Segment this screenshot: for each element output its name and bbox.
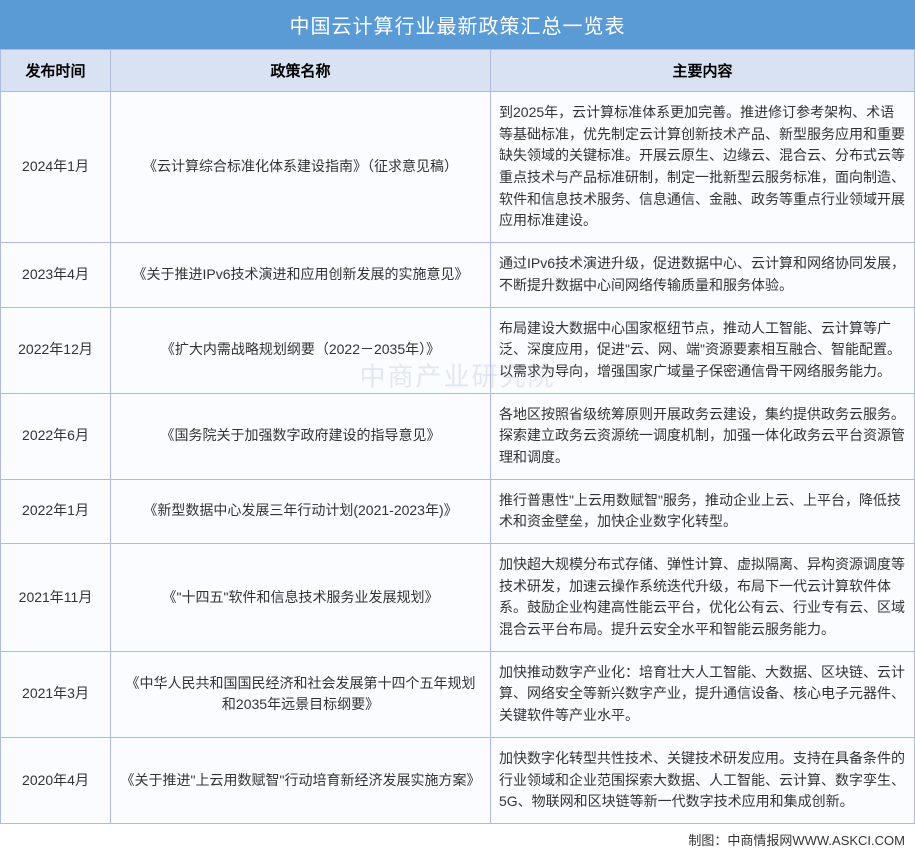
table-row: 2021年11月《"十四五"软件和信息技术服务业发展规划》加快超大规模分布式存储… — [1, 544, 915, 652]
col-header-name: 政策名称 — [111, 50, 491, 92]
cell-content: 加快推动数字产业化：培育壮大人工智能、大数据、区块链、云计算、网络安全等新兴数字… — [491, 651, 915, 737]
table-row: 2022年6月《国务院关于加强数字政府建设的指导意见》各地区按照省级统筹原则开展… — [1, 393, 915, 479]
table-row: 2022年1月《新型数据中心发展三年行动计划(2021-2023年)》推行普惠性… — [1, 479, 915, 543]
footer-credit: 制图：中商情报网WWW.ASKCI.COM — [0, 824, 915, 853]
cell-name: 《云计算综合标准化体系建设指南》（征求意见稿） — [111, 92, 491, 243]
table-header-row: 发布时间 政策名称 主要内容 — [1, 50, 915, 92]
cell-content: 推行普惠性"上云用数赋智"服务，推动企业上云、上平台，降低技术和资金壁垒，加快企… — [491, 479, 915, 543]
cell-date: 2022年12月 — [1, 307, 111, 393]
col-header-content: 主要内容 — [491, 50, 915, 92]
cell-name: 《新型数据中心发展三年行动计划(2021-2023年)》 — [111, 479, 491, 543]
cell-date: 2022年1月 — [1, 479, 111, 543]
cell-content: 通过IPv6技术演进升级，促进数据中心、云计算和网络协同发展，不断提升数据中心间… — [491, 243, 915, 307]
table-container: 中国云计算行业最新政策汇总一览表 中商产业研究院 发布时间 政策名称 主要内容 … — [0, 0, 915, 853]
cell-content: 各地区按照省级统筹原则开展政务云建设，集约提供政务云服务。探索建立政务云资源统一… — [491, 393, 915, 479]
table-row: 2023年4月《关于推进IPv6技术演进和应用创新发展的实施意见》通过IPv6技… — [1, 243, 915, 307]
table-row: 2024年1月《云计算综合标准化体系建设指南》（征求意见稿）到2025年，云计算… — [1, 92, 915, 243]
cell-date: 2024年1月 — [1, 92, 111, 243]
cell-content: 布局建设大数据中心国家枢纽节点，推动人工智能、云计算等广泛、深度应用，促进"云、… — [491, 307, 915, 393]
cell-name: 《扩大内需战略规划纲要（2022－2035年）》 — [111, 307, 491, 393]
cell-name: 《中华人民共和国国民经济和社会发展第十四个五年规划和2035年远景目标纲要》 — [111, 651, 491, 737]
policy-table: 发布时间 政策名称 主要内容 2024年1月《云计算综合标准化体系建设指南》（征… — [0, 49, 915, 824]
col-header-date: 发布时间 — [1, 50, 111, 92]
cell-name: 《关于推进IPv6技术演进和应用创新发展的实施意见》 — [111, 243, 491, 307]
cell-date: 2023年4月 — [1, 243, 111, 307]
cell-name: 《关于推进"上云用数赋智"行动培育新经济发展实施方案》 — [111, 737, 491, 823]
cell-name: 《国务院关于加强数字政府建设的指导意见》 — [111, 393, 491, 479]
cell-name: 《"十四五"软件和信息技术服务业发展规划》 — [111, 544, 491, 652]
cell-date: 2021年11月 — [1, 544, 111, 652]
page-title: 中国云计算行业最新政策汇总一览表 — [0, 0, 915, 49]
cell-date: 2022年6月 — [1, 393, 111, 479]
cell-content: 加快数字化转型共性技术、关键技术研发应用。支持在具备条件的行业领域和企业范围探索… — [491, 737, 915, 823]
cell-content: 加快超大规模分布式存储、弹性计算、虚拟隔离、异构资源调度等技术研发，加速云操作系… — [491, 544, 915, 652]
cell-date: 2020年4月 — [1, 737, 111, 823]
cell-date: 2021年3月 — [1, 651, 111, 737]
table-row: 2022年12月《扩大内需战略规划纲要（2022－2035年）》布局建设大数据中… — [1, 307, 915, 393]
table-row: 2020年4月《关于推进"上云用数赋智"行动培育新经济发展实施方案》加快数字化转… — [1, 737, 915, 823]
table-row: 2021年3月《中华人民共和国国民经济和社会发展第十四个五年规划和2035年远景… — [1, 651, 915, 737]
cell-content: 到2025年，云计算标准体系更加完善。推进修订参考架构、术语等基础标准，优先制定… — [491, 92, 915, 243]
